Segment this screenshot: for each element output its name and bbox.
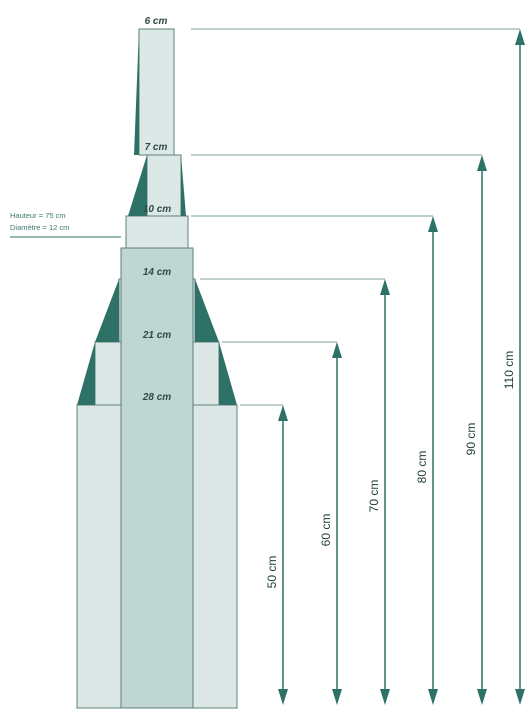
height-arrow-90 [477,155,487,705]
width-label-28: 28 cm [142,392,171,403]
wedge-left-7 [134,29,139,155]
wedge-right-28 [219,342,237,405]
wedge-left-21 [95,279,119,342]
note-line-diameter: Diamètre = 12 cm [10,223,69,232]
wedge-left-10 [128,155,147,216]
width-label-21: 21 cm [142,330,171,341]
top-spire [138,28,175,156]
height-label-80: 80 cm [415,451,429,484]
height-arrow-80 [428,216,438,705]
wedge-right-21 [195,279,219,342]
height-arrow-70 [380,279,390,705]
tier-10-7 [146,154,182,217]
collar-10 [125,215,189,249]
wedge-right-10 [181,155,186,216]
height-label-110: 110 cm [502,351,516,389]
note-line-height: Hauteur = 75 cm [10,211,66,220]
width-label-7: 7 cm [145,142,168,153]
height-label-60: 60 cm [319,514,333,547]
central-column [120,247,194,709]
width-label-14: 14 cm [143,267,171,278]
height-arrow-50 [278,405,288,705]
height-label-90: 90 cm [464,423,478,456]
width-label-6: 6 cm [145,16,168,27]
height-label-50: 50 cm [265,556,279,589]
wedge-left-28 [77,342,95,405]
height-label-70: 70 cm [367,480,381,513]
height-arrow-110 [515,29,525,705]
height-arrow-60 [332,342,342,705]
width-label-10: 10 cm [143,204,171,215]
